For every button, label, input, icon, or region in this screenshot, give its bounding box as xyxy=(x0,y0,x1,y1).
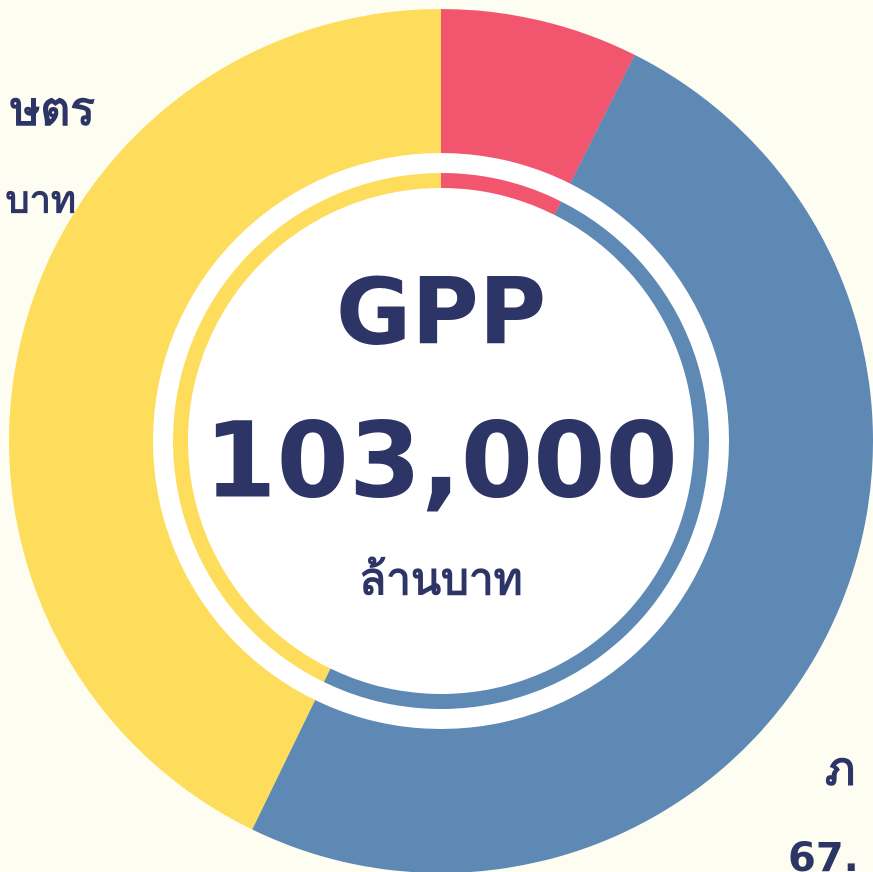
center-title: GPP xyxy=(336,258,546,365)
white-gap xyxy=(153,153,729,729)
annotation: ภ xyxy=(825,742,855,796)
center-value: 103,000 xyxy=(204,399,678,521)
annotation: ษตร xyxy=(10,82,95,136)
inner-ring-slice xyxy=(441,173,562,215)
annotation: บาท xyxy=(5,178,76,222)
annotation: 67. xyxy=(788,835,859,872)
center-unit: ล้านบาท xyxy=(359,554,522,605)
